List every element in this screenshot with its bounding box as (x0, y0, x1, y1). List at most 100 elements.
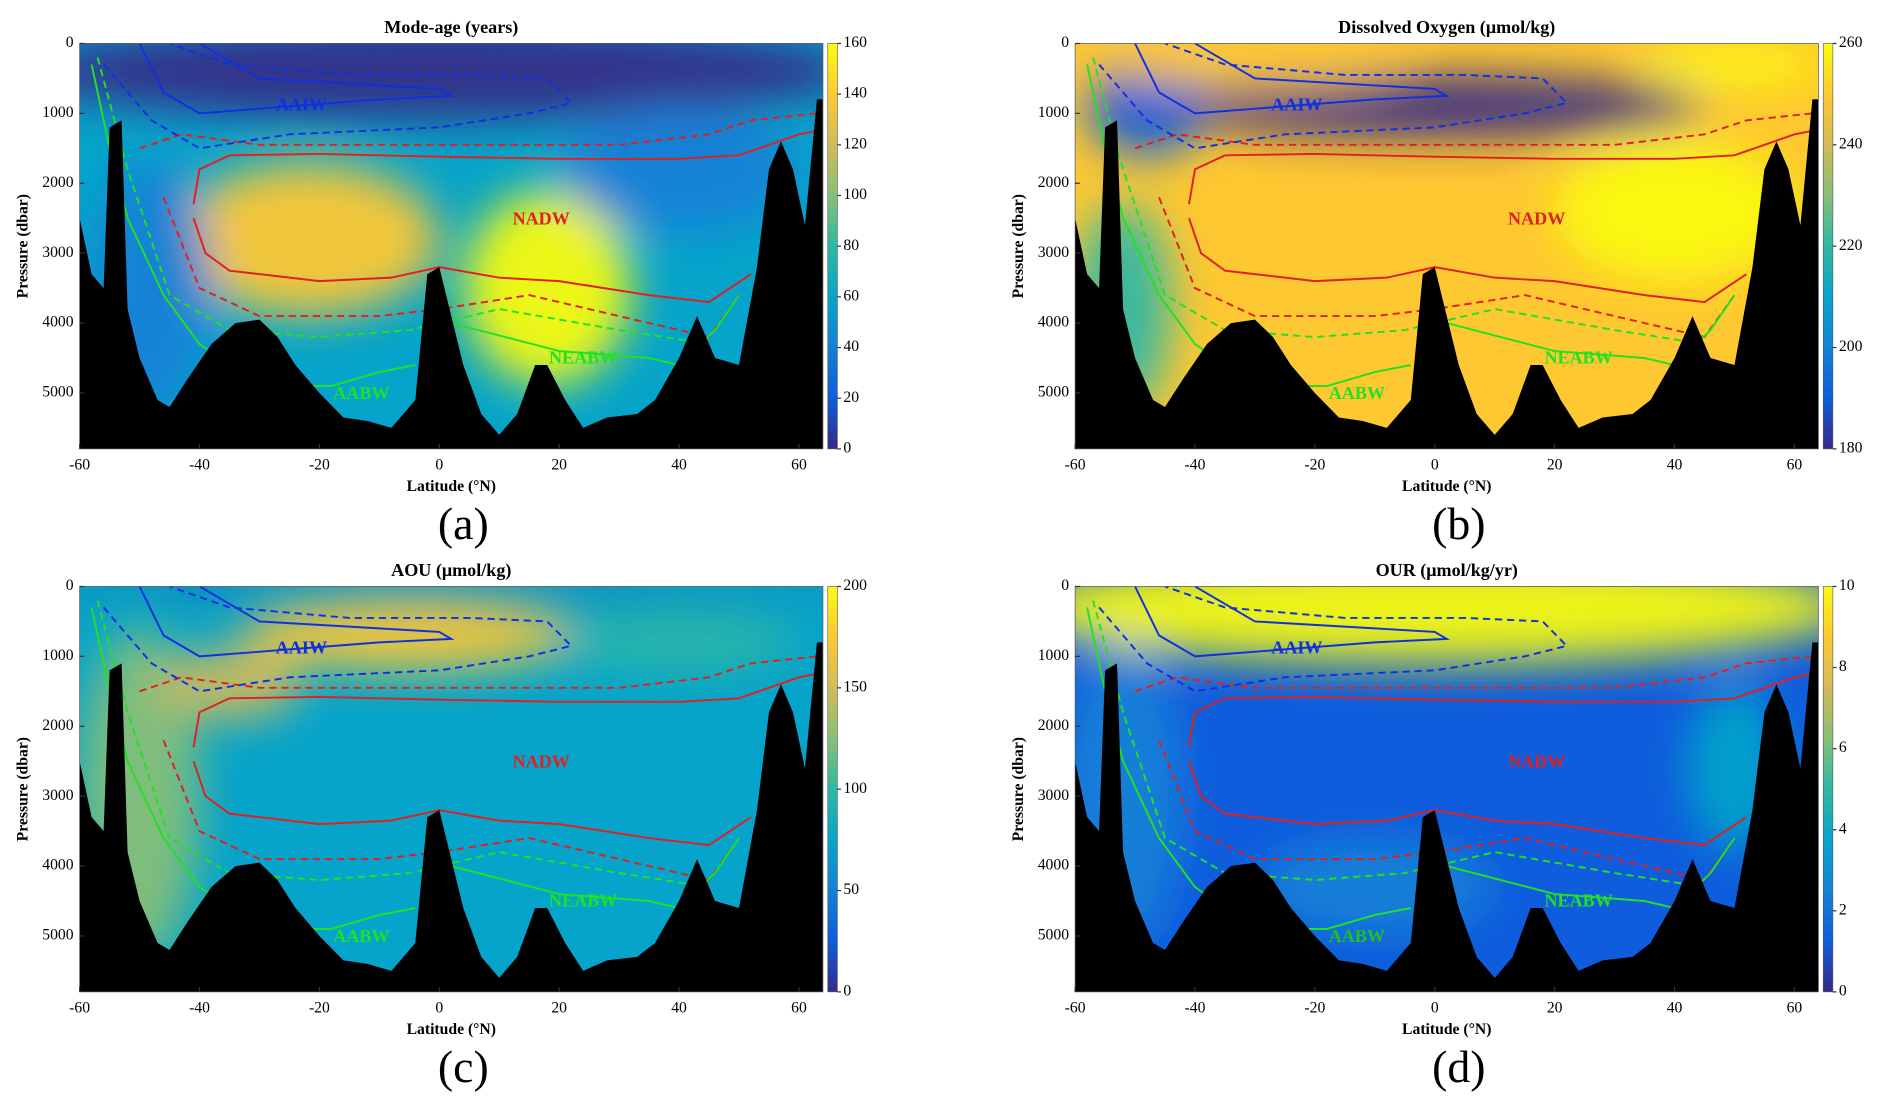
y-axis-label: Pressure (dbar) (1010, 737, 1027, 841)
y-tick-label: 4000 (1038, 314, 1070, 331)
y-tick-label: 4000 (42, 857, 74, 874)
x-tick-label: 0 (1431, 999, 1439, 1016)
colorbar-tick-label: 40 (843, 338, 859, 355)
annotation: NADW (1508, 751, 1565, 771)
annotation: NADW (1508, 208, 1565, 228)
panel-label: (d) (1432, 1041, 1485, 1092)
annotation: AABW (1329, 383, 1385, 403)
x-tick-label: -40 (1185, 456, 1206, 473)
bathymetry (79, 99, 823, 449)
annotation: AABW (333, 383, 389, 403)
x-tick-label: -40 (1185, 999, 1206, 1016)
colorbar-tick-label: 0 (1839, 982, 1847, 999)
x-axis-label: Latitude (°N) (407, 1021, 496, 1038)
field (1075, 43, 1819, 449)
x-tick-label: -40 (189, 999, 210, 1016)
field-region (559, 106, 799, 233)
chart-title: AOU (μmol/kg) (391, 560, 511, 581)
contour (139, 655, 818, 693)
annotation: NEABW (1544, 348, 1612, 368)
y-axis-label: Pressure (dbar) (1010, 194, 1027, 298)
panel-label: (c) (438, 1041, 489, 1092)
x-tick-label: 0 (435, 999, 443, 1016)
plot-frame (79, 586, 824, 993)
contour (1092, 57, 1705, 346)
colorbar-tick-label: 200 (843, 577, 867, 594)
contour (1446, 837, 1736, 910)
field-region (175, 162, 440, 317)
x-tick-label: -20 (309, 999, 330, 1016)
colorbar-tick-label: 8 (1839, 658, 1847, 675)
contour (139, 112, 818, 150)
bathymetry (1075, 642, 1819, 992)
contour (1188, 129, 1813, 205)
annotation: AABW (1329, 926, 1385, 946)
annotation: AAIW (276, 638, 327, 658)
contour (102, 586, 574, 693)
field-region (1644, 43, 1819, 86)
field (79, 43, 823, 449)
y-tick-label: 4000 (42, 314, 74, 331)
annotation: AAIW (1271, 95, 1322, 115)
y-tick-label: 5000 (1038, 927, 1070, 944)
annotation: NEABW (549, 348, 617, 368)
y-tick-label: 0 (1061, 34, 1069, 51)
x-tick-label: 20 (551, 456, 567, 473)
y-tick-label: 2000 (1038, 174, 1070, 191)
y-tick-label: 0 (66, 577, 74, 594)
chart-title: OUR (μmol/kg/yr) (1376, 560, 1518, 581)
colorbar-tick-label: 10 (1839, 577, 1855, 594)
plot-frame (1074, 43, 1819, 450)
colorbar-tick-label: 80 (843, 237, 859, 254)
x-tick-label: 60 (1787, 456, 1803, 473)
x-tick-label: -60 (1065, 999, 1086, 1016)
field-region (79, 43, 823, 121)
x-tick-label: 40 (1667, 999, 1683, 1016)
y-tick-label: 1000 (42, 647, 74, 664)
colorbar-tick-label: 100 (843, 780, 867, 797)
contour (1446, 294, 1736, 367)
field (79, 586, 823, 992)
contour (1134, 43, 1451, 115)
y-tick-label: 3000 (1038, 787, 1070, 804)
contour (96, 600, 710, 888)
y-tick-label: 2000 (1038, 717, 1070, 734)
x-tick-label: 20 (1547, 456, 1563, 473)
y-tick-label: 5000 (42, 927, 74, 944)
colorbar-tick-label: 20 (843, 389, 859, 406)
annotation: NEABW (1544, 891, 1612, 911)
annotation: AAIW (1271, 638, 1322, 658)
y-tick-label: 5000 (42, 384, 74, 401)
x-tick-label: -60 (69, 456, 90, 473)
contour (1188, 672, 1813, 748)
x-tick-label: 40 (671, 999, 687, 1016)
x-axis-label: Latitude (°N) (1402, 1021, 1491, 1038)
panel-label: (b) (1432, 498, 1485, 549)
y-tick-label: 4000 (1038, 857, 1070, 874)
x-tick-label: 40 (671, 456, 687, 473)
y-tick-label: 5000 (1038, 384, 1070, 401)
colorbar (827, 586, 838, 993)
y-tick-label: 1000 (42, 104, 74, 121)
colorbar (1822, 586, 1834, 993)
field-region (559, 614, 799, 671)
y-tick-label: 3000 (1038, 244, 1070, 261)
y-tick-label: 3000 (42, 787, 74, 804)
panel-label: (a) (438, 498, 489, 549)
colorbar-tick-label: 220 (1839, 237, 1863, 254)
x-tick-label: -20 (1304, 999, 1325, 1016)
field-region (1554, 141, 1795, 282)
colorbar-tick-label: 6 (1839, 739, 1847, 756)
y-tick-label: 0 (1061, 577, 1069, 594)
contour (1134, 112, 1813, 150)
contour (138, 586, 455, 658)
chart-title: Dissolved Oxygen (μmol/kg) (1338, 17, 1555, 38)
colorbar-tick-label: 240 (1839, 135, 1863, 152)
colorbar-tick-label: 200 (1839, 338, 1863, 355)
x-tick-label: -40 (189, 456, 210, 473)
x-tick-label: -60 (1065, 456, 1086, 473)
annotation: AABW (333, 926, 389, 946)
contour (1092, 600, 1705, 888)
x-tick-label: 0 (1431, 456, 1439, 473)
contour (1098, 586, 1569, 693)
